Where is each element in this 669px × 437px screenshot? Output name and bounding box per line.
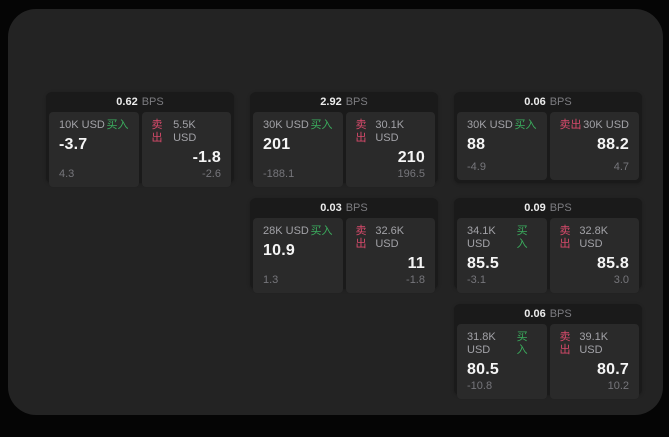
- buy-pane[interactable]: 28K USD 买入 10.9 1.3: [253, 218, 343, 293]
- sell-amount: 5.5K USD: [173, 119, 197, 144]
- quote-card-body: 28K USD 买入 10.9 1.3 卖出 32.6K USD 11 -1.8: [253, 218, 435, 293]
- quote-card: 0.09 BPS 34.1K USD 买入 85.5 -3.1 卖出: [454, 198, 642, 293]
- quote-card: 0.06 BPS 30K USD 买入 88 -4.9 卖出: [454, 92, 642, 183]
- sell-sub-value: -1.8: [406, 274, 425, 286]
- buy-side-label: 买入: [310, 225, 333, 237]
- bps-value: 0.06: [524, 96, 546, 108]
- sell-amount: 39.1K USD: [579, 331, 609, 356]
- sell-side-label: 卖出: [355, 225, 367, 250]
- sell-pane[interactable]: 卖出 39.1K USD 80.7 10.2: [549, 324, 639, 399]
- bps-value: 0.03: [320, 202, 342, 214]
- buy-side-label: 买入: [106, 119, 129, 131]
- bps-unit-label: BPS: [549, 308, 572, 320]
- bps-value: 2.92: [320, 96, 342, 108]
- bps-unit-label: BPS: [549, 202, 572, 214]
- sell-pane[interactable]: 卖出 30K USD 88.2 4.7: [549, 112, 639, 180]
- sell-amount: 32.6K USD: [375, 225, 405, 250]
- bps-header: 0.03 BPS: [253, 198, 435, 218]
- sell-side-label: 卖出: [151, 119, 163, 144]
- buy-price: 88: [467, 136, 486, 153]
- buy-price: -3.7: [59, 136, 88, 153]
- buy-side-label: 买入: [310, 119, 333, 131]
- sell-pane[interactable]: 卖出 32.6K USD 11 -1.8: [345, 218, 435, 293]
- buy-amount: 34.1K USD: [467, 225, 496, 250]
- bps-unit-label: BPS: [549, 96, 572, 108]
- buy-amount: 10K USD: [59, 119, 105, 131]
- buy-side-label: 买入: [516, 225, 528, 250]
- buy-sub-value: 1.3: [263, 274, 279, 286]
- buy-price: 201: [263, 136, 291, 153]
- buy-sub-value: -10.8: [467, 380, 493, 392]
- quote-cards-grid: 0.62 BPS 10K USD 买入 -3.7 4.3 卖出: [46, 92, 642, 399]
- sell-side-label: 卖出: [355, 119, 367, 144]
- sell-price: 80.7: [597, 361, 629, 378]
- bps-unit-label: BPS: [345, 202, 368, 214]
- bps-header: 0.06 BPS: [457, 92, 639, 112]
- sell-price: -1.8: [192, 149, 221, 166]
- sell-sub-value: 3.0: [613, 274, 629, 286]
- sell-price: 210: [397, 149, 425, 166]
- sell-sub-value: 10.2: [607, 380, 629, 392]
- sell-side-label: 卖出: [559, 225, 571, 250]
- buy-side-label: 买入: [514, 119, 537, 131]
- sell-side-label: 卖出: [559, 119, 582, 131]
- bps-value: 0.62: [116, 96, 138, 108]
- sell-pane[interactable]: 卖出 5.5K USD -1.8 -2.6: [141, 112, 231, 187]
- sell-price: 85.8: [597, 255, 629, 272]
- buy-amount: 30K USD: [263, 119, 309, 131]
- buy-pane[interactable]: 30K USD 买入 201 -188.1: [253, 112, 343, 187]
- buy-pane[interactable]: 34.1K USD 买入 85.5 -3.1: [457, 218, 547, 293]
- bps-value: 0.06: [524, 308, 546, 320]
- quote-card-body: 31.8K USD 买入 80.5 -10.8 卖出 39.1K USD 80.…: [457, 324, 639, 399]
- buy-sub-value: -3.1: [467, 274, 486, 286]
- buy-price: 85.5: [467, 255, 499, 272]
- buy-price: 10.9: [263, 242, 295, 259]
- sell-price: 11: [407, 255, 425, 272]
- quote-card: 0.03 BPS 28K USD 买入 10.9 1.3 卖出: [250, 198, 438, 293]
- buy-amount: 31.8K USD: [467, 331, 496, 356]
- quote-card-body: 30K USD 买入 88 -4.9 卖出 30K USD 88.2 4.7: [457, 112, 639, 180]
- sell-sub-value: -2.6: [202, 168, 221, 180]
- bps-value: 0.09: [524, 202, 546, 214]
- buy-amount: 30K USD: [467, 119, 513, 131]
- bps-header: 2.92 BPS: [253, 92, 435, 112]
- buy-sub-value: -4.9: [467, 161, 486, 173]
- bps-header: 0.06 BPS: [457, 304, 639, 324]
- quote-card: 2.92 BPS 30K USD 买入 201 -188.1 卖出: [250, 92, 438, 187]
- bps-unit-label: BPS: [141, 96, 164, 108]
- buy-pane[interactable]: 30K USD 买入 88 -4.9: [457, 112, 547, 180]
- buy-sub-value: -188.1: [263, 168, 295, 180]
- sell-price: 88.2: [597, 136, 629, 153]
- sell-pane[interactable]: 卖出 30.1K USD 210 196.5: [345, 112, 435, 187]
- sell-sub-value: 4.7: [613, 161, 629, 173]
- buy-amount: 28K USD: [263, 225, 309, 237]
- bps-header: 0.62 BPS: [49, 92, 231, 112]
- sell-amount: 30.1K USD: [375, 119, 405, 144]
- quote-card: 0.62 BPS 10K USD 买入 -3.7 4.3 卖出: [46, 92, 234, 187]
- buy-pane[interactable]: 31.8K USD 买入 80.5 -10.8: [457, 324, 547, 399]
- buy-sub-value: 4.3: [59, 168, 75, 180]
- bps-header: 0.09 BPS: [457, 198, 639, 218]
- quote-board-surface: 0.62 BPS 10K USD 买入 -3.7 4.3 卖出: [8, 9, 663, 415]
- quote-card-body: 34.1K USD 买入 85.5 -3.1 卖出 32.8K USD 85.8…: [457, 218, 639, 293]
- sell-sub-value: 196.5: [397, 168, 425, 180]
- quote-card-body: 30K USD 买入 201 -188.1 卖出 30.1K USD 210 1…: [253, 112, 435, 187]
- quote-card: 0.06 BPS 31.8K USD 买入 80.5 -10.8 卖: [454, 304, 642, 399]
- sell-pane[interactable]: 卖出 32.8K USD 85.8 3.0: [549, 218, 639, 293]
- sell-amount: 32.8K USD: [579, 225, 609, 250]
- quote-card-body: 10K USD 买入 -3.7 4.3 卖出 5.5K USD -1.8 -2.…: [49, 112, 231, 187]
- sell-amount: 30K USD: [583, 119, 629, 131]
- buy-pane[interactable]: 10K USD 买入 -3.7 4.3: [49, 112, 139, 187]
- buy-side-label: 买入: [516, 331, 528, 356]
- bps-unit-label: BPS: [345, 96, 368, 108]
- sell-side-label: 卖出: [559, 331, 571, 356]
- buy-price: 80.5: [467, 361, 499, 378]
